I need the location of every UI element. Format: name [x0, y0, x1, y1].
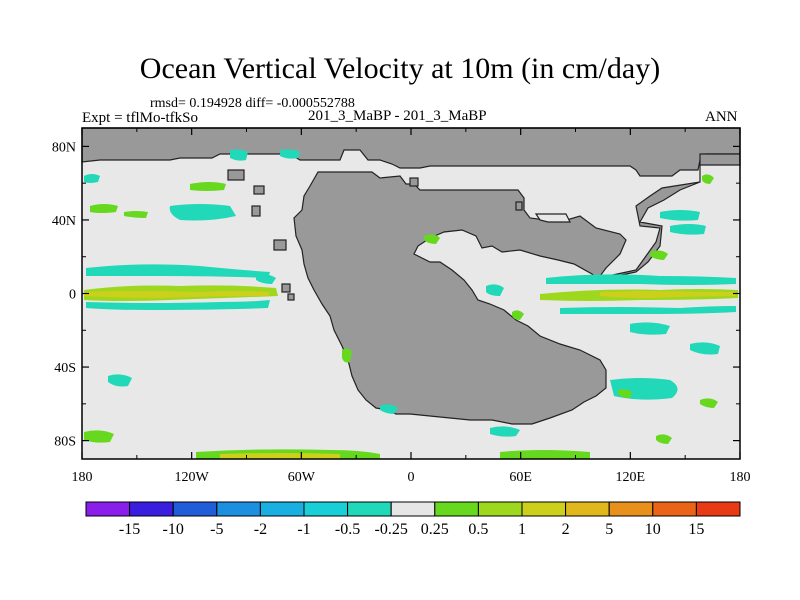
arctic-land — [81, 127, 741, 177]
anomaly-patch — [630, 322, 670, 335]
colorbar-swatch — [259, 501, 305, 517]
anomaly-patch — [490, 426, 520, 437]
anomaly-patch — [660, 210, 700, 221]
y-axis: 80N 40N 0 40S 80S — [52, 140, 740, 450]
colorbar-swatch — [477, 501, 523, 517]
colorbar-swatch — [521, 501, 567, 517]
y-tick-label: 80S — [54, 435, 76, 450]
central-continent — [293, 153, 741, 425]
island — [253, 185, 265, 195]
anomaly-patch — [600, 291, 736, 298]
colorbar-label: 10 — [645, 521, 661, 538]
colorbar-label: -1 — [297, 521, 310, 538]
colorbar-label: 15 — [688, 521, 704, 538]
island — [409, 177, 419, 187]
x-tick-label: 0 — [408, 470, 415, 485]
colorbar-label: -0.5 — [335, 521, 360, 538]
y-tick-label: 40S — [54, 361, 76, 376]
colorbar-swatch — [434, 501, 479, 517]
anomaly-patch — [486, 284, 504, 296]
anomaly-patch — [700, 398, 718, 408]
x-tick-label: 60E — [509, 470, 532, 485]
anomaly-patch — [618, 389, 632, 398]
x-tick-label: 180 — [730, 470, 751, 485]
island — [281, 283, 291, 293]
anomaly-patch — [670, 224, 706, 235]
colorbar-swatch — [347, 501, 392, 517]
y-tick-label: 40N — [52, 214, 76, 229]
anomaly-patch — [280, 149, 300, 159]
anomaly-patch — [190, 182, 226, 191]
colorbar-label: -10 — [163, 521, 184, 538]
colorbar-label: 0.5 — [468, 521, 488, 538]
plot-title: Ocean Vertical Velocity at 10m (in cm/da… — [139, 52, 661, 85]
island — [515, 201, 523, 211]
colorbar-label: -15 — [119, 521, 140, 538]
anomaly-patch — [169, 204, 236, 221]
colorbar-swatch — [652, 501, 697, 517]
anomaly-patch — [86, 300, 270, 310]
anomaly-patch — [424, 234, 440, 244]
island — [287, 293, 295, 301]
anomaly-patch — [702, 174, 714, 184]
colorbar-label: 2 — [562, 521, 570, 538]
colorbar-swatch — [608, 501, 654, 517]
land-layer — [81, 127, 741, 425]
x-tick-label: 120E — [616, 470, 646, 485]
anomaly-patch — [84, 430, 114, 443]
colorbar-label: -5 — [210, 521, 223, 538]
case-label: 201_3_MaBP - 201_3_MaBP — [308, 108, 487, 124]
anomaly-patch — [690, 342, 720, 355]
colorbar-swatch — [85, 501, 131, 517]
x-axis: 180 120W 60W 0 60E 120E 180 — [72, 128, 751, 485]
anomaly-patch — [656, 434, 672, 444]
colorbar: -15 -10 -5 -2 -1 -0.5 -0.25 0.25 0.5 1 2 5 10 15 — [85, 501, 741, 538]
experiment-label: Expt = tflMo-tfkSo — [82, 110, 198, 126]
anomaly-patch — [124, 211, 148, 218]
anomaly-patch — [220, 453, 340, 459]
colorbar-swatch — [172, 501, 218, 517]
colorbar-label: -0.25 — [375, 521, 408, 538]
colorbar-swatch — [695, 501, 741, 517]
colorbar-swatch — [216, 501, 261, 517]
y-tick-label: 80N — [52, 140, 76, 155]
colorbar-label: 1 — [518, 521, 526, 538]
anomaly-layer — [84, 149, 738, 459]
anomaly-patch — [84, 291, 270, 298]
anomaly-patch — [86, 264, 270, 278]
x-tick-label: 60W — [288, 470, 316, 485]
anomaly-patch — [610, 378, 678, 400]
colorbar-label: -2 — [254, 521, 267, 538]
anomaly-patch — [256, 274, 276, 284]
island — [251, 205, 261, 217]
inland-sea — [534, 213, 571, 223]
anomaly-patch — [342, 348, 352, 363]
anomaly-patch — [512, 310, 524, 320]
anomaly-patch — [650, 250, 668, 260]
y-tick-label: 0 — [69, 288, 76, 303]
island — [273, 239, 287, 251]
anomaly-patch — [230, 149, 248, 161]
anomaly-patch — [546, 274, 736, 285]
colorbar-label: 0.25 — [421, 521, 449, 538]
anomaly-patch — [84, 174, 100, 183]
anomaly-patch — [90, 204, 118, 213]
colorbar-swatch — [390, 501, 436, 517]
season-label: ANN — [705, 109, 738, 125]
colorbar-swatch — [565, 501, 610, 517]
x-tick-label: 180 — [72, 470, 93, 485]
anomaly-patch — [380, 404, 398, 414]
anomaly-patch — [108, 374, 132, 387]
colorbar-swatch — [303, 501, 349, 517]
island — [227, 169, 245, 181]
colorbar-swatch — [129, 501, 174, 517]
anomaly-patch — [560, 306, 736, 314]
colorbar-label: 5 — [605, 521, 613, 538]
x-tick-label: 120W — [175, 470, 210, 485]
stats-line: rmsd= 0.194928 diff= -0.000552788 — [150, 96, 355, 111]
anomaly-patch — [500, 450, 590, 459]
